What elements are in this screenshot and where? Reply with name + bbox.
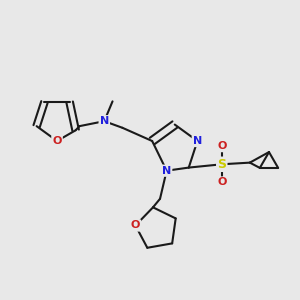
- Text: O: O: [217, 177, 226, 188]
- Text: O: O: [52, 136, 62, 146]
- Text: O: O: [217, 141, 226, 151]
- Text: N: N: [100, 116, 109, 126]
- Text: N: N: [193, 136, 202, 146]
- Text: N: N: [162, 166, 171, 176]
- Text: S: S: [217, 158, 226, 171]
- Text: O: O: [131, 220, 140, 230]
